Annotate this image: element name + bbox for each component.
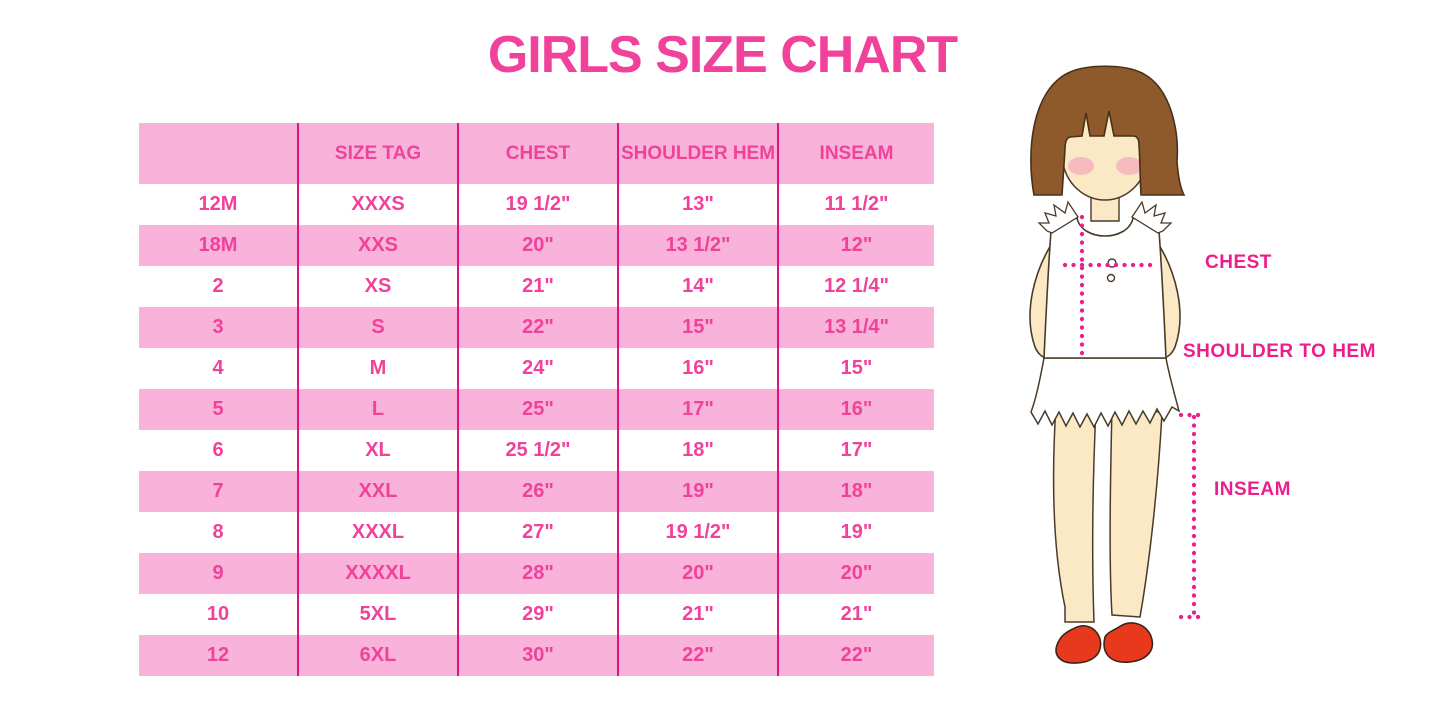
column-header [139, 123, 297, 184]
size-cell: 12 [139, 635, 297, 676]
size-cell: 13 1/2" [617, 225, 777, 266]
inseam-label: INSEAM [1214, 479, 1291, 500]
size-cell: 20" [457, 225, 617, 266]
size-cell: 22" [617, 635, 777, 676]
size-cell: 6 [139, 430, 297, 471]
size-cell: 17" [617, 389, 777, 430]
size-cell: XS [297, 266, 457, 307]
column-header: SIZE TAG [297, 123, 457, 184]
column-header: INSEAM [777, 123, 934, 184]
size-cell: 26" [457, 471, 617, 512]
size-cell: S [297, 307, 457, 348]
size-cell: 19 1/2" [617, 512, 777, 553]
size-table: SIZE TAG CHEST SHOULDER HEM INSEAM 12M XXXS 19… [139, 123, 934, 676]
size-cell: 21" [457, 266, 617, 307]
size-cell: 18" [777, 471, 934, 512]
size-cell: 13 1/4" [777, 307, 934, 348]
size-cell: 8 [139, 512, 297, 553]
size-cell: 20" [617, 553, 777, 594]
size-cell: XL [297, 430, 457, 471]
size-cell: 3 [139, 307, 297, 348]
size-cell: 4 [139, 348, 297, 389]
size-cell: 5 [139, 389, 297, 430]
size-cell: 28" [457, 553, 617, 594]
size-cell: 14" [617, 266, 777, 307]
girl-shoes [1055, 622, 1154, 664]
size-cell: 16" [777, 389, 934, 430]
size-cell: 13" [617, 184, 777, 225]
girl-skirt-ruffle [1030, 357, 1181, 429]
size-cell: 24" [457, 348, 617, 389]
size-cell: 10 [139, 594, 297, 635]
girl-top [1043, 216, 1167, 359]
size-cell: 25 1/2" [457, 430, 617, 471]
size-cell: 6XL [297, 635, 457, 676]
size-cell: 12M [139, 184, 297, 225]
size-cell: 20" [777, 553, 934, 594]
size-cell: 16" [617, 348, 777, 389]
size-cell: 22" [457, 307, 617, 348]
size-cell: XXXS [297, 184, 457, 225]
blush-right [1116, 157, 1142, 175]
size-cell: L [297, 389, 457, 430]
size-cell: 22" [777, 635, 934, 676]
size-cell: 29" [457, 594, 617, 635]
size-cell: 7 [139, 471, 297, 512]
size-cell: 19" [617, 471, 777, 512]
girl-hair [1030, 65, 1186, 196]
chest-label: CHEST [1205, 252, 1272, 273]
shoulder-to-hem-label: SHOULDER TO HEM [1183, 341, 1376, 362]
size-cell: XXXL [297, 512, 457, 553]
size-cell: 11 1/2" [777, 184, 934, 225]
size-cell: 17" [777, 430, 934, 471]
size-cell: XXS [297, 225, 457, 266]
size-cell: 15" [777, 348, 934, 389]
size-cell: M [297, 348, 457, 389]
size-cell: 18" [617, 430, 777, 471]
size-cell: 21" [777, 594, 934, 635]
blush-left [1068, 157, 1094, 175]
size-cell: 2 [139, 266, 297, 307]
size-cell: 19 1/2" [457, 184, 617, 225]
size-cell: 5XL [297, 594, 457, 635]
girl-legs [1052, 404, 1163, 623]
size-cell: 19" [777, 512, 934, 553]
size-cell: 18M [139, 225, 297, 266]
column-header: SHOULDER HEM [617, 123, 777, 184]
size-cell: 9 [139, 553, 297, 594]
column-header: CHEST [457, 123, 617, 184]
chart-title: GIRLS SIZE CHART [487, 26, 958, 84]
size-cell: 27" [457, 512, 617, 553]
size-cell: 15" [617, 307, 777, 348]
size-cell: 25" [457, 389, 617, 430]
girl-measurement-figure [1029, 65, 1208, 664]
shoulder-ruffles [1037, 200, 1173, 234]
size-cell: XXL [297, 471, 457, 512]
size-cell: 21" [617, 594, 777, 635]
size-cell: XXXXL [297, 553, 457, 594]
size-cell: 12" [777, 225, 934, 266]
size-cell: 30" [457, 635, 617, 676]
size-cell: 12 1/4" [777, 266, 934, 307]
